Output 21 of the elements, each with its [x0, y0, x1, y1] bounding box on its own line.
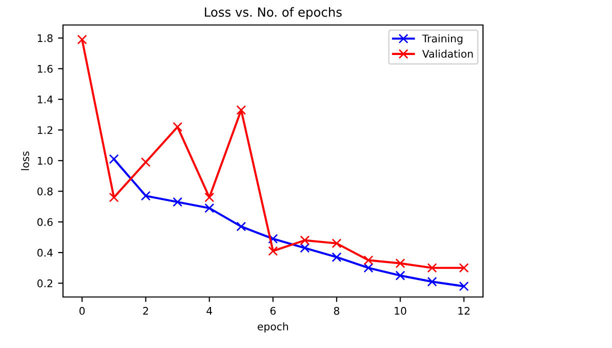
x-tick-label: 0	[79, 306, 85, 315]
legend-label: Validation	[422, 50, 473, 58]
x-tick-label: 6	[270, 306, 276, 315]
y-tick-label: 0.4	[37, 248, 53, 257]
y-tick-label: 0.6	[37, 218, 53, 226]
x-tick-label: 8	[334, 306, 340, 315]
x-tick-label: 2	[143, 306, 148, 315]
y-tick-label: 1.6	[38, 64, 53, 73]
x-tick-label: 12	[458, 306, 470, 315]
legend-label: Training	[422, 34, 462, 44]
x-tick-label: 10	[394, 306, 406, 315]
y-tick-label: 1.8	[38, 34, 53, 42]
y-tick-label: 1.0	[38, 156, 53, 165]
x-tick-label: 4	[206, 307, 212, 315]
y-tick-label: 1.4	[38, 96, 53, 104]
x-axis-title: epoch	[258, 322, 288, 332]
y-tick-label: 0.8	[37, 187, 53, 196]
chart-title: Loss vs. No. of epochs	[204, 7, 342, 20]
y-axis-title: loss	[21, 151, 30, 170]
y-tick-label: 1.2	[38, 126, 52, 134]
y-tick-label: 0.2	[37, 279, 52, 288]
